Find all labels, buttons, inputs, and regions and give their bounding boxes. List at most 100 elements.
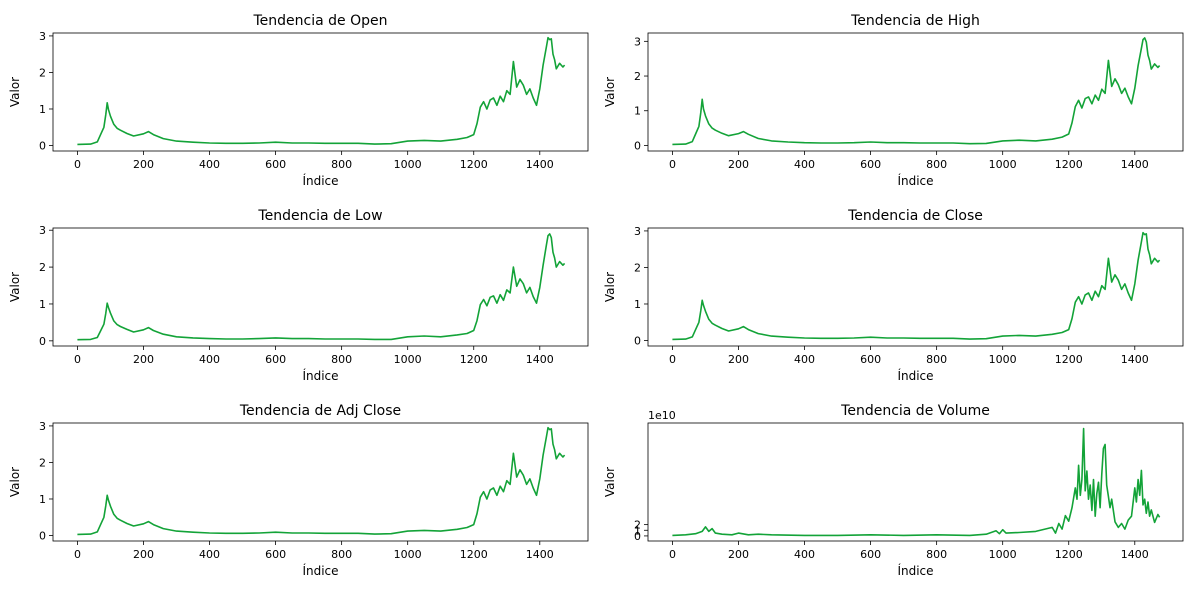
series-line — [77, 426, 566, 536]
axes-frame — [52, 32, 589, 152]
y-offset-label: 1e10 — [648, 409, 676, 422]
subplot-title: Tendencia de Adj Close — [239, 403, 401, 419]
x-tick-label: 600 — [860, 158, 881, 171]
x-tick-label: 800 — [926, 353, 947, 366]
y-tick-label: 1 — [634, 524, 641, 537]
y-tick-label: 2 — [634, 519, 641, 532]
y-axis-label: Valor — [603, 272, 617, 302]
x-axis-label: Índice — [302, 368, 338, 383]
x-tick-label: 1200 — [460, 158, 488, 171]
x-tick-label: 400 — [794, 158, 815, 171]
y-tick-label: 3 — [39, 224, 46, 237]
x-tick-label: 1400 — [1121, 548, 1149, 561]
subplot-2: Tendencia de High 0 200 400 600 800 1000 1200 14… — [603, 13, 1184, 188]
x-tick-label: 800 — [331, 158, 352, 171]
y-axis-label: Valor — [8, 77, 22, 107]
x-tick-label: 800 — [331, 548, 352, 561]
axes-frame — [52, 227, 589, 347]
series-line — [672, 427, 1161, 537]
y-tick-label: 2 — [39, 456, 46, 469]
series-line — [672, 37, 1161, 146]
x-tick-label: 1200 — [460, 353, 488, 366]
x-axis-label: Índice — [897, 563, 933, 578]
x-tick-label: 600 — [860, 353, 881, 366]
subplot-title: Tendencia de Open — [253, 13, 388, 29]
x-tick-label: 400 — [794, 353, 815, 366]
x-tick-label: 600 — [860, 548, 881, 561]
y-axis-label: Valor — [603, 77, 617, 107]
x-tick-label: 600 — [265, 353, 286, 366]
x-tick-label: 1200 — [1055, 548, 1083, 561]
x-tick-label: 1200 — [1055, 158, 1083, 171]
x-tick-label: 0 — [74, 353, 81, 366]
x-tick-label: 800 — [926, 158, 947, 171]
y-tick-label: 1 — [634, 105, 641, 118]
x-tick-label: 400 — [199, 353, 220, 366]
y-tick-label: 3 — [39, 420, 46, 433]
axes-frame — [647, 227, 1184, 347]
x-tick-label: 1400 — [526, 548, 554, 561]
x-tick-label: 1200 — [460, 548, 488, 561]
subplot-6: Tendencia de Volume 0 200 400 600 800 1000 1200… — [603, 403, 1184, 578]
y-tick-label: 2 — [39, 261, 46, 274]
x-axis-label: Índice — [897, 368, 933, 383]
x-tick-label: 600 — [265, 158, 286, 171]
subplot-4: Tendencia de Close 0 200 400 600 800 1000 1200 1… — [603, 208, 1184, 383]
y-tick-label: 3 — [634, 35, 641, 48]
y-axis-label: Valor — [8, 272, 22, 302]
y-axis-label: Valor — [8, 467, 22, 497]
axes-frame — [52, 422, 589, 542]
x-tick-label: 800 — [926, 548, 947, 561]
axes-frame — [647, 422, 1184, 542]
y-tick-label: 1 — [634, 298, 641, 311]
x-tick-label: 800 — [331, 353, 352, 366]
y-tick-label: 1 — [39, 103, 46, 116]
x-tick-label: 1400 — [526, 158, 554, 171]
x-tick-label: 1000 — [394, 548, 422, 561]
x-tick-label: 0 — [669, 548, 676, 561]
y-tick-label: 1 — [39, 298, 46, 311]
x-tick-label: 1000 — [394, 353, 422, 366]
subplot-1: Tendencia de Open 0 200 400 600 800 1000 1200 14… — [8, 13, 589, 188]
y-tick-label: 2 — [634, 70, 641, 83]
x-tick-label: 1000 — [989, 158, 1017, 171]
y-tick-label: 2 — [634, 261, 641, 274]
y-tick-label: 2 — [39, 66, 46, 79]
subplot-title: Tendencia de Volume — [840, 403, 990, 419]
x-tick-label: 400 — [794, 548, 815, 561]
x-tick-label: 0 — [669, 353, 676, 366]
x-tick-label: 1200 — [1055, 353, 1083, 366]
x-tick-label: 200 — [728, 548, 749, 561]
y-tick-label: 0 — [634, 139, 641, 152]
x-tick-label: 200 — [133, 158, 154, 171]
x-tick-label: 600 — [265, 548, 286, 561]
axes-frame — [647, 32, 1184, 152]
x-tick-label: 1400 — [526, 353, 554, 366]
x-tick-label: 400 — [199, 158, 220, 171]
subplot-3: Tendencia de Low 0 200 400 600 800 1000 1200 140… — [8, 208, 589, 383]
x-tick-label: 1000 — [989, 353, 1017, 366]
series-line — [77, 233, 566, 341]
x-tick-label: 1000 — [989, 548, 1017, 561]
subplot-title: Tendencia de Low — [257, 208, 382, 224]
y-tick-label: 0 — [39, 530, 46, 543]
x-axis-label: Índice — [302, 173, 338, 188]
y-tick-label: 0 — [634, 335, 641, 348]
y-tick-label: 0 — [39, 335, 46, 348]
x-tick-label: 0 — [669, 158, 676, 171]
x-axis-label: Índice — [897, 173, 933, 188]
series-line — [77, 36, 566, 146]
subplot-title: Tendencia de Close — [847, 208, 983, 224]
x-axis-label: Índice — [302, 563, 338, 578]
x-tick-label: 200 — [728, 353, 749, 366]
x-tick-label: 1000 — [394, 158, 422, 171]
y-tick-label: 0 — [39, 140, 46, 153]
subplot-title: Tendencia de High — [850, 13, 980, 29]
y-tick-label: 3 — [634, 225, 641, 238]
x-tick-label: 200 — [133, 548, 154, 561]
series-line — [672, 231, 1161, 341]
y-tick-label: 1 — [39, 493, 46, 506]
x-tick-label: 400 — [199, 548, 220, 561]
x-tick-label: 1400 — [1121, 158, 1149, 171]
